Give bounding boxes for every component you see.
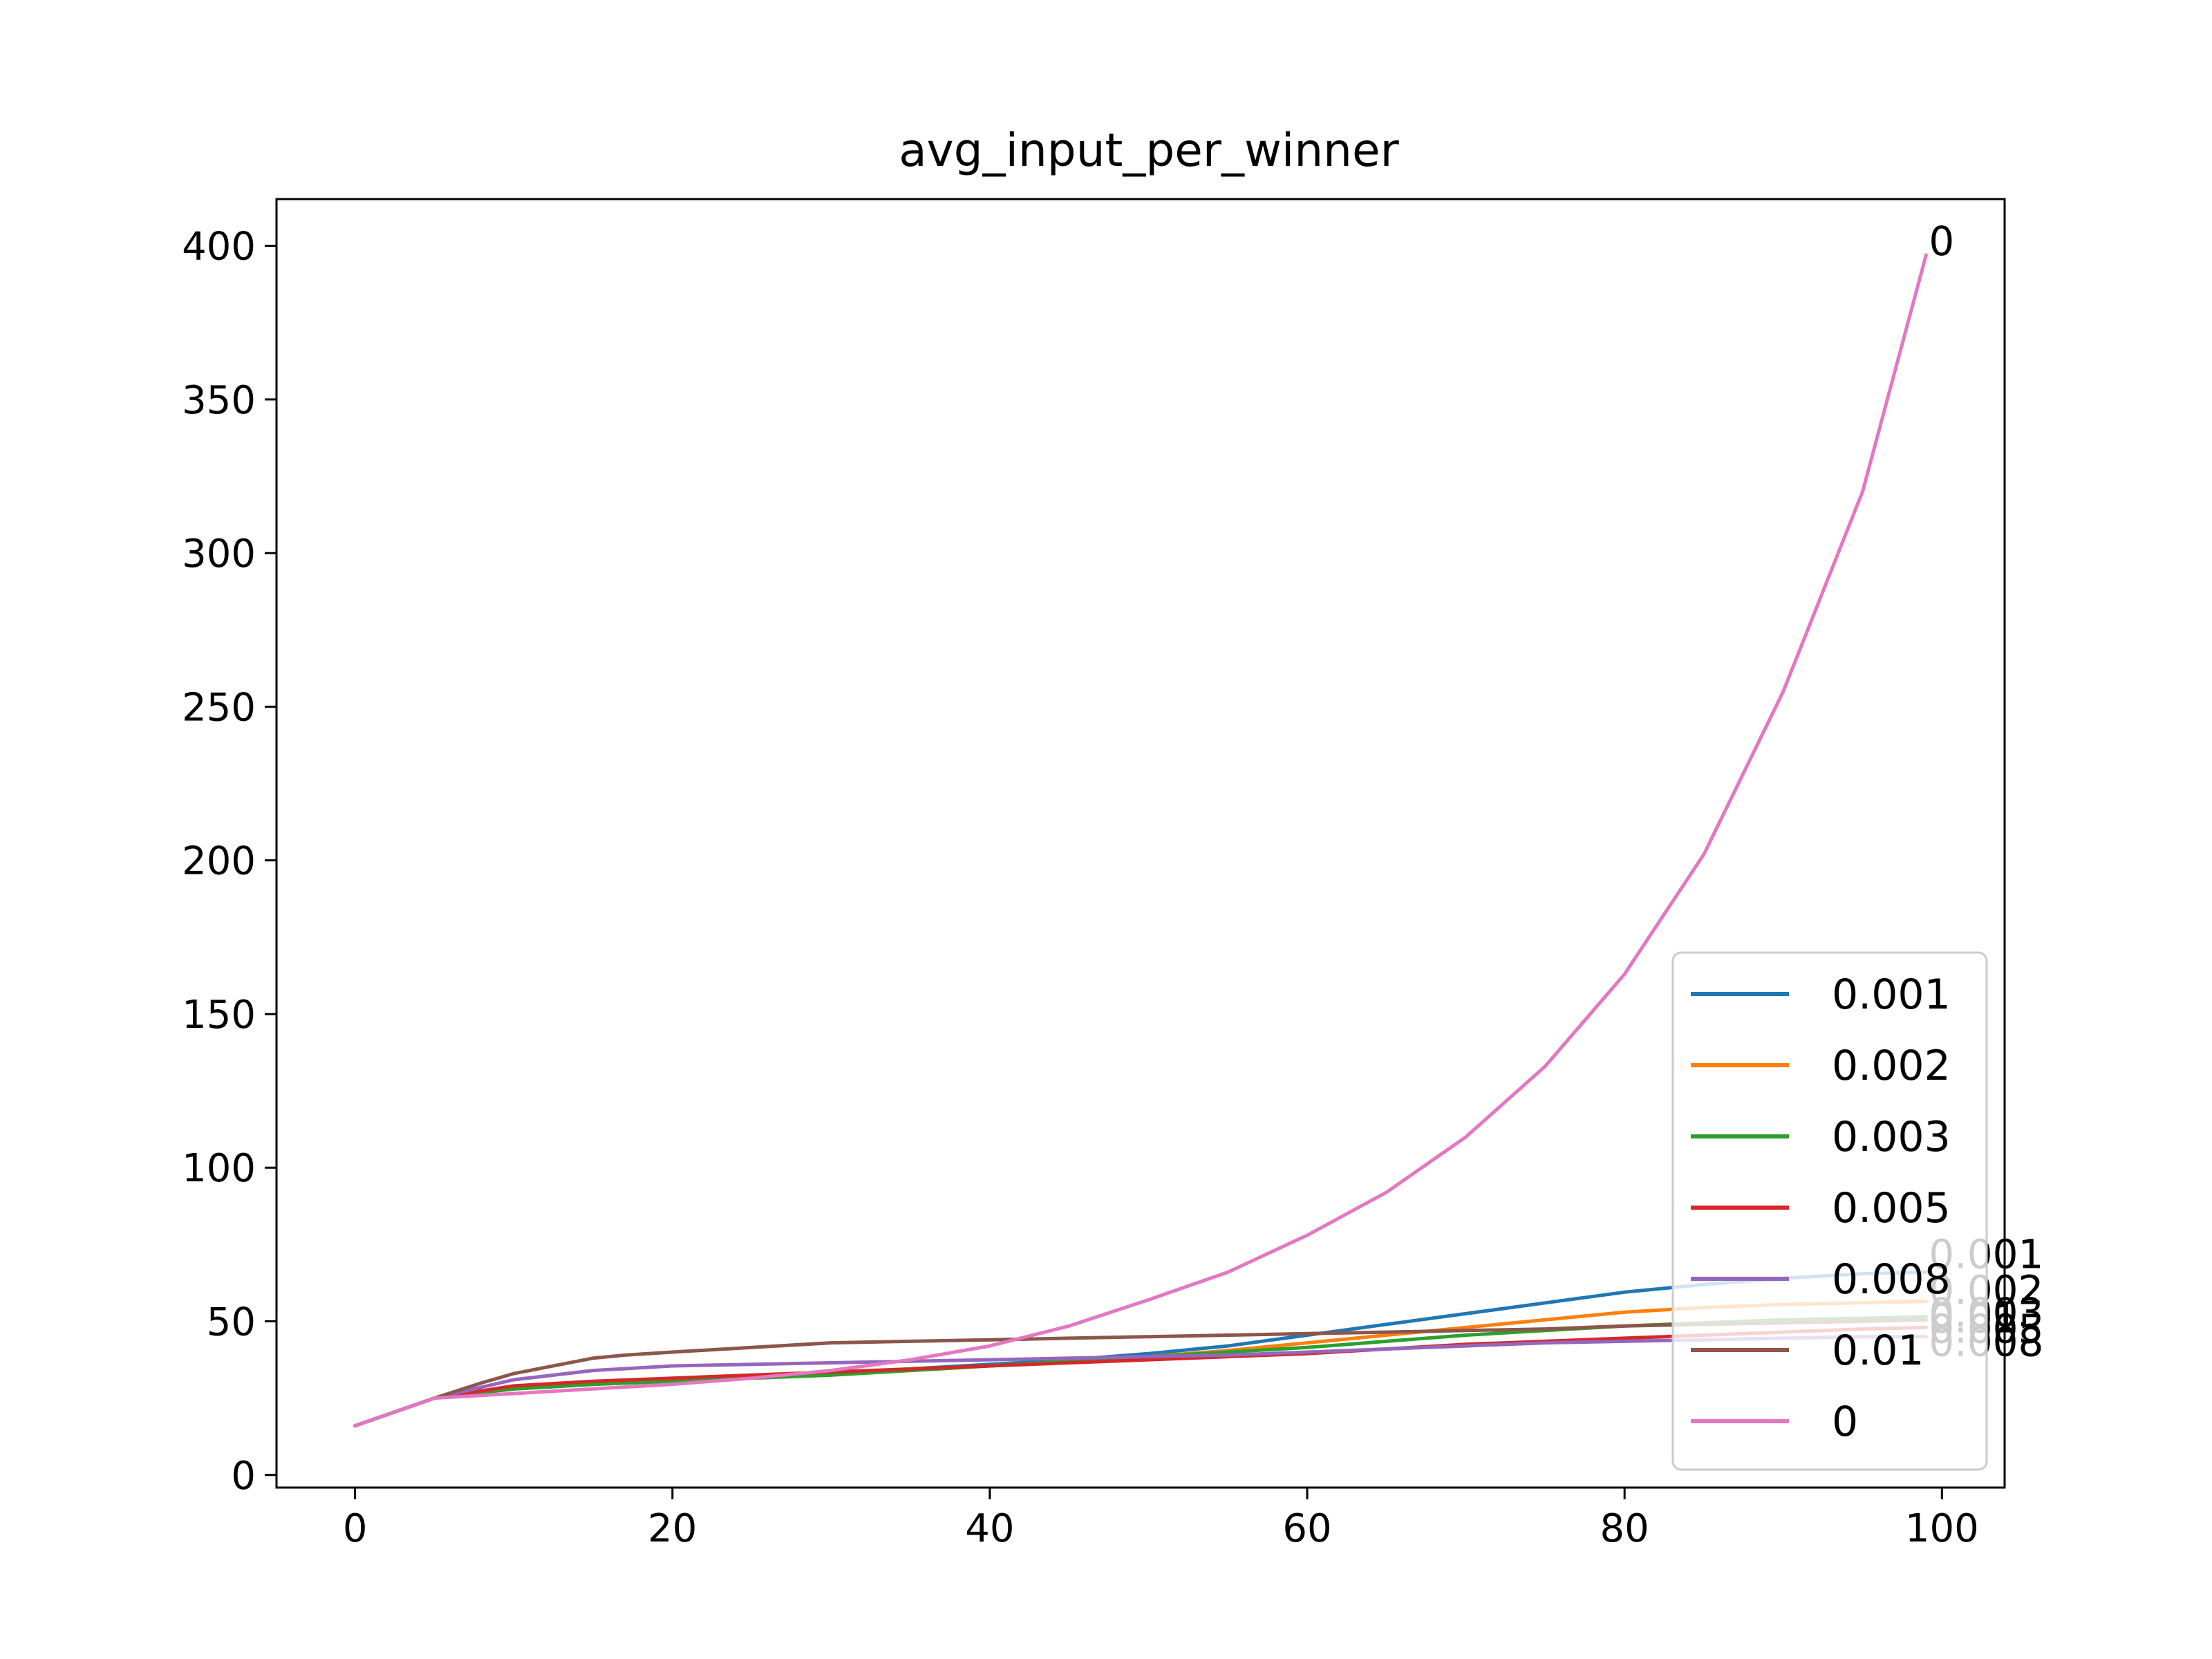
series-line-0 — [353, 253, 1928, 1428]
x-tick-label: 100 — [1905, 1506, 1979, 1551]
y-tick-label: 50 — [207, 1300, 256, 1344]
series-end-label: 0 — [1929, 218, 1954, 265]
plot-lines — [353, 253, 1928, 1428]
x-tick-label: 80 — [1600, 1506, 1649, 1551]
legend-label: 0.001 — [1832, 971, 1951, 1019]
y-tick-label: 300 — [182, 532, 256, 577]
y-tick-label: 350 — [182, 378, 256, 423]
y-tick-label: 250 — [182, 685, 256, 730]
y-tick-label: 0 — [231, 1454, 256, 1499]
legend-label: 0.003 — [1832, 1113, 1951, 1161]
x-tick-label: 20 — [648, 1506, 697, 1551]
legend-label: 0.002 — [1832, 1042, 1951, 1090]
legend-label: 0.005 — [1832, 1184, 1951, 1232]
y-tick-label: 200 — [182, 839, 256, 884]
x-tick-label: 60 — [1282, 1506, 1331, 1551]
x-tick-label: 0 — [343, 1506, 368, 1551]
plot-frame — [275, 198, 2006, 1489]
series-line-0-01 — [353, 1318, 1928, 1428]
x-tick-label: 40 — [965, 1506, 1014, 1551]
chart-title: avg_input_per_winner — [899, 124, 1399, 177]
y-tick-label: 100 — [182, 1146, 256, 1191]
legend-box — [1671, 951, 1988, 1471]
y-tick-label: 150 — [182, 993, 256, 1038]
x-axis: 0 20 40 60 80 100 — [343, 1488, 1979, 1551]
y-tick-label: 400 — [182, 225, 256, 270]
legend: 0.001 0.002 0.003 0.005 0.008 0.01 0 — [1671, 951, 1988, 1471]
legend-label: 0.01 — [1832, 1327, 1924, 1375]
y-axis: 0 50 100 150 200 250 300 350 400 — [182, 225, 276, 1499]
legend-label: 0.008 — [1832, 1255, 1951, 1304]
legend-label: 0 — [1832, 1398, 1858, 1446]
